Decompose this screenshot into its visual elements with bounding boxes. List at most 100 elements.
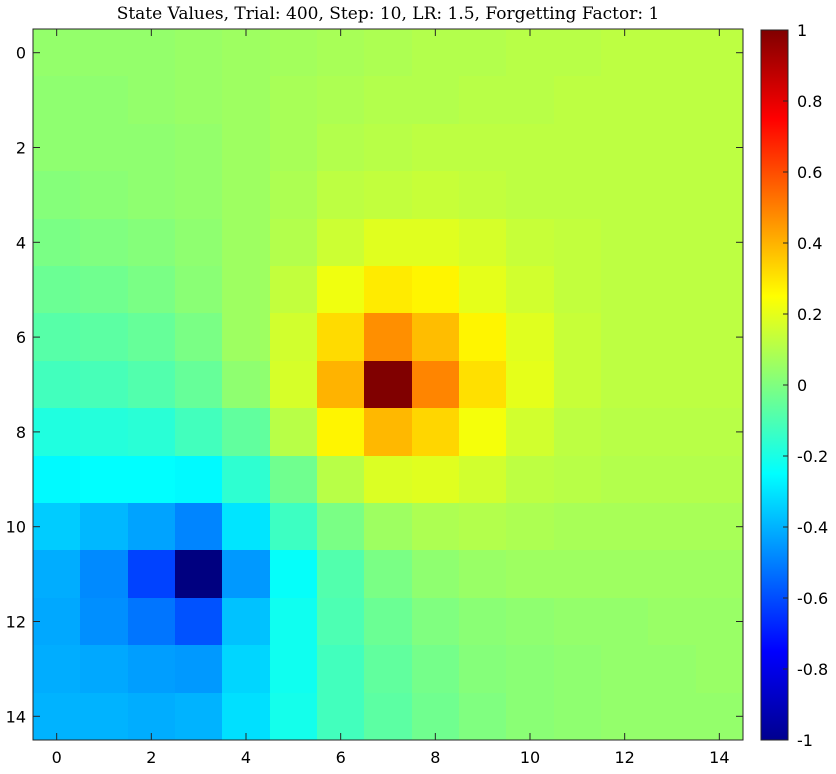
heatmap-cell: [506, 313, 554, 361]
heatmap-cell: [364, 266, 412, 313]
heatmap-cell: [696, 361, 743, 408]
heatmap-cell: [601, 456, 648, 503]
heatmap-cell: [175, 693, 222, 740]
heatmap-cell: [648, 124, 696, 171]
heatmap-cell: [80, 361, 128, 408]
heatmap-cell: [128, 408, 175, 456]
heatmap-cell: [80, 503, 128, 550]
heatmap-cell: [317, 171, 364, 219]
heatmap-cell: [648, 266, 696, 313]
colorbar-tick-label: -0.6: [797, 589, 828, 608]
heatmap-cell: [317, 361, 364, 408]
heatmap-cell: [175, 266, 222, 313]
heatmap-cell: [270, 503, 317, 550]
heatmap-cell: [554, 266, 601, 313]
heatmap-cell: [317, 456, 364, 503]
heatmap-cell: [459, 693, 506, 740]
heatmap-cell: [554, 645, 601, 693]
heatmap-cell: [222, 456, 270, 503]
heatmap-cell: [222, 503, 270, 550]
heatmap-cell: [270, 29, 317, 76]
heatmap-cell: [506, 171, 554, 219]
heatmap-cell: [222, 266, 270, 313]
heatmap-cell: [175, 29, 222, 76]
colorbar-tick-label: -0.8: [797, 660, 828, 679]
heatmap-cell: [33, 645, 80, 693]
colorbar-tick-label: 0.2: [797, 305, 822, 324]
heatmap-cell: [270, 124, 317, 171]
heatmap-cell: [128, 219, 175, 266]
heatmap-cell: [270, 76, 317, 124]
heatmap-cell: [80, 693, 128, 740]
heatmap-cells: [33, 29, 743, 740]
heatmap-cell: [459, 598, 506, 645]
heatmap-cell: [648, 645, 696, 693]
heatmap-cell: [648, 550, 696, 598]
heatmap-cell: [601, 219, 648, 266]
heatmap-cell: [554, 408, 601, 456]
heatmap-cell: [80, 313, 128, 361]
heatmap-cell: [648, 29, 696, 76]
heatmap-cell: [128, 456, 175, 503]
heatmap-cell: [506, 693, 554, 740]
heatmap-cell: [364, 645, 412, 693]
heatmap-cell: [80, 598, 128, 645]
heatmap-cell: [554, 313, 601, 361]
y-tick-label: 10: [6, 518, 26, 537]
heatmap-cell: [412, 29, 459, 76]
heatmap-cell: [554, 503, 601, 550]
heatmap-cell: [412, 408, 459, 456]
heatmap-cell: [506, 598, 554, 645]
heatmap-cell: [601, 645, 648, 693]
heatmap-cell: [270, 361, 317, 408]
y-tick-label: 8: [16, 423, 26, 442]
heatmap-cell: [412, 693, 459, 740]
heatmap-cell: [554, 361, 601, 408]
colorbar-tick-label: 0: [797, 376, 807, 395]
heatmap-cell: [412, 598, 459, 645]
heatmap-cell: [128, 693, 175, 740]
heatmap-cell: [128, 598, 175, 645]
heatmap-cell: [459, 503, 506, 550]
heatmap-cell: [175, 645, 222, 693]
heatmap-cell: [696, 645, 743, 693]
heatmap-cell: [696, 313, 743, 361]
heatmap-cell: [506, 266, 554, 313]
heatmap-cell: [317, 76, 364, 124]
heatmap-cell: [128, 76, 175, 124]
heatmap-cell: [128, 503, 175, 550]
heatmap-cell: [175, 171, 222, 219]
heatmap-cell: [554, 693, 601, 740]
heatmap-cell: [696, 550, 743, 598]
heatmap-cell: [412, 503, 459, 550]
heatmap-cell: [412, 456, 459, 503]
colorbar-tick-label: 0.4: [797, 234, 822, 253]
heatmap-cell: [364, 219, 412, 266]
heatmap-cell: [33, 313, 80, 361]
heatmap-cell: [128, 550, 175, 598]
y-tick-label: 12: [6, 613, 26, 632]
heatmap-cell: [364, 76, 412, 124]
heatmap-cell: [33, 29, 80, 76]
heatmap-cell: [696, 598, 743, 645]
heatmap-cell: [648, 171, 696, 219]
colorbar-tick-label: -0.4: [797, 518, 828, 537]
heatmap-cell: [33, 76, 80, 124]
heatmap-cell: [222, 598, 270, 645]
heatmap-cell: [222, 408, 270, 456]
heatmap-cell: [33, 219, 80, 266]
heatmap-cell: [364, 693, 412, 740]
heatmap-cell: [128, 171, 175, 219]
heatmap-cell: [364, 171, 412, 219]
heatmap-cell: [270, 408, 317, 456]
heatmap-cell: [222, 693, 270, 740]
heatmap-cell: [128, 29, 175, 76]
heatmap-cell: [554, 550, 601, 598]
heatmap-cell: [33, 598, 80, 645]
heatmap-cell: [175, 503, 222, 550]
heatmap-cell: [175, 124, 222, 171]
heatmap-cell: [601, 550, 648, 598]
heatmap-cell: [80, 408, 128, 456]
heatmap-cell: [128, 645, 175, 693]
